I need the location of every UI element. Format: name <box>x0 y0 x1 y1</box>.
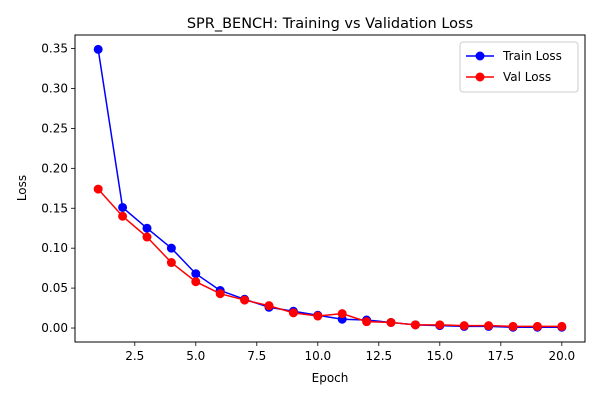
x-tick-label: 7.5 <box>247 349 266 363</box>
x-tick-label: 17.5 <box>487 349 514 363</box>
x-tick-label: 10.0 <box>304 349 331 363</box>
val-loss-legend-marker <box>475 72 485 82</box>
train-loss-point <box>142 223 152 233</box>
y-tick-label: 0.10 <box>41 241 68 255</box>
val-loss-point <box>142 232 152 242</box>
val-loss-point <box>557 321 567 331</box>
val-loss-point <box>435 320 445 330</box>
x-tick-label: 20.0 <box>548 349 575 363</box>
val-loss-point <box>215 289 225 299</box>
y-tick-label: 0.20 <box>41 161 68 175</box>
x-tick-label: 12.5 <box>365 349 392 363</box>
val-loss-point <box>337 309 347 319</box>
val-loss-point <box>484 321 494 331</box>
x-axis-label: Epoch <box>312 371 349 385</box>
val-loss-point <box>118 211 128 221</box>
val-loss-point <box>386 317 396 327</box>
legend-box <box>459 41 579 93</box>
chart-title: SPR_BENCH: Training vs Validation Loss <box>187 16 473 32</box>
train-loss-point <box>191 269 201 279</box>
y-tick-label: 0.25 <box>41 121 68 135</box>
plot-area <box>93 44 567 332</box>
y-axis-label: Loss <box>15 175 29 201</box>
y-axis: 0.00 0.05 0.10 0.15 0.20 0.25 0.30 0.35 <box>41 42 75 335</box>
val-loss-point <box>93 184 103 194</box>
train-loss-legend-marker <box>475 51 485 61</box>
legend-label: Train Loss <box>502 49 562 63</box>
legend: Train Loss Val Loss <box>459 41 579 93</box>
train-loss-point <box>118 202 128 212</box>
y-tick-label: 0.35 <box>41 42 68 56</box>
train-loss-point <box>93 44 103 54</box>
y-tick-label: 0.05 <box>41 281 68 295</box>
val-loss-point <box>459 321 469 331</box>
val-loss-point <box>313 311 323 321</box>
y-tick-label: 0.30 <box>41 81 68 95</box>
train-loss-point <box>166 243 176 253</box>
x-tick-label: 5.0 <box>186 349 205 363</box>
x-tick-label: 2.5 <box>125 349 144 363</box>
val-loss-point <box>288 308 298 318</box>
val-loss-point <box>410 320 420 330</box>
plot-frame <box>74 34 586 343</box>
val-loss-point <box>532 321 542 331</box>
y-tick-label: 0.15 <box>41 201 68 215</box>
legend-label: Val Loss <box>503 70 551 84</box>
y-tick-label: 0.00 <box>41 321 68 335</box>
val-loss-point <box>508 321 518 331</box>
x-tick-label: 15.0 <box>426 349 453 363</box>
x-axis: 2.5 5.0 7.5 10.0 12.5 15.0 17.5 20.0 <box>125 342 575 363</box>
val-loss-point <box>166 258 176 268</box>
val-loss-point <box>191 277 201 287</box>
val-loss-point <box>240 295 250 305</box>
val-loss-point <box>362 317 372 327</box>
val-loss-point <box>264 301 274 311</box>
